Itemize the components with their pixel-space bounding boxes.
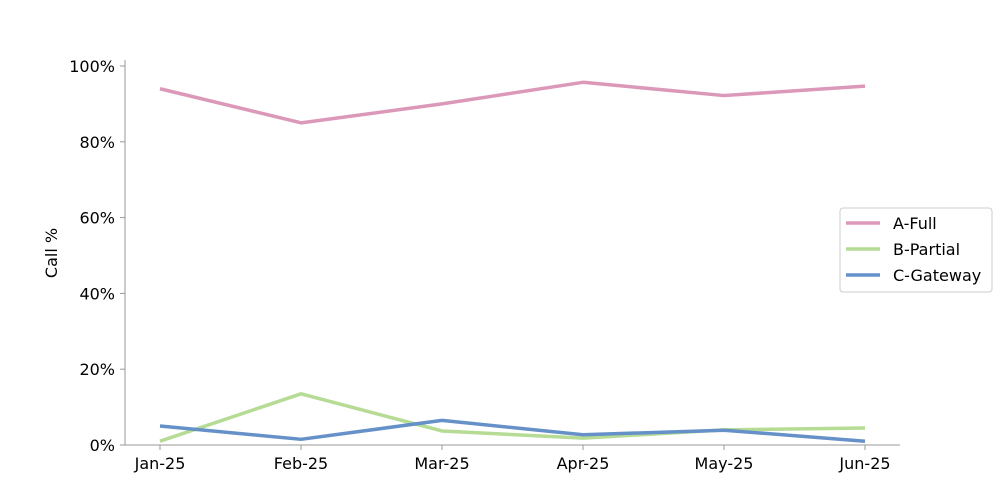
legend: A-Full B-Partial C-Gateway bbox=[839, 207, 993, 293]
x-tick-label: Apr-25 bbox=[557, 454, 610, 473]
series-line-a-full bbox=[159, 80, 866, 125]
x-tick-label: Jun-25 bbox=[838, 454, 890, 473]
y-tick-label: 20% bbox=[79, 360, 115, 379]
x-tick-label: May-25 bbox=[695, 454, 754, 473]
legend-box bbox=[839, 207, 993, 293]
y-tick-label: 60% bbox=[79, 209, 115, 228]
y-axis-ticks: 0% 20% 40% 60% 80% 100% bbox=[69, 57, 125, 455]
x-tick-label: Feb-25 bbox=[274, 454, 328, 473]
y-tick-label: 100% bbox=[69, 57, 115, 76]
series-line-b-partial bbox=[159, 392, 866, 443]
legend-label-a-full: A-Full bbox=[893, 214, 937, 233]
legend-label-b-partial: B-Partial bbox=[893, 240, 960, 259]
x-axis-ticks: Jan-25 Feb-25 Mar-25 Apr-25 May-25 Jun-25 bbox=[134, 445, 891, 473]
y-axis-title: Call % bbox=[42, 228, 61, 278]
x-tick-label: Jan-25 bbox=[134, 454, 186, 473]
series-lines bbox=[159, 80, 866, 443]
series-line-c-gateway bbox=[159, 418, 866, 443]
y-tick-label: 80% bbox=[79, 133, 115, 152]
legend-label-c-gateway: C-Gateway bbox=[893, 266, 981, 285]
x-tick-label: Mar-25 bbox=[414, 454, 469, 473]
y-tick-label: 40% bbox=[79, 284, 115, 303]
axes: 0% 20% 40% 60% 80% 100% Jan-25 Feb-25 Mar-25 Apr… bbox=[42, 57, 900, 473]
y-tick-label: 0% bbox=[90, 436, 115, 455]
